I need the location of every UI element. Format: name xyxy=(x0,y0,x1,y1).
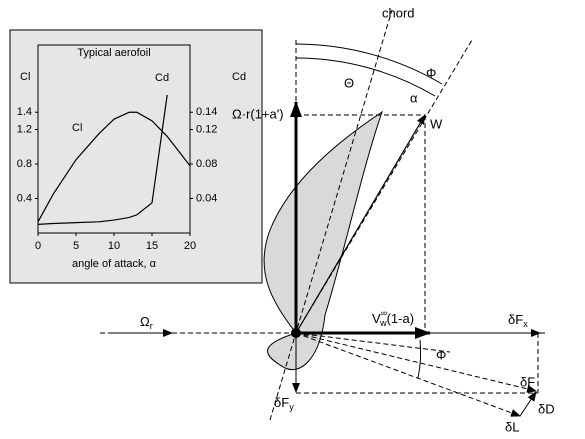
series-line xyxy=(37,94,168,225)
ref-line xyxy=(295,332,451,353)
phi-label: Φ xyxy=(426,65,436,80)
y-axis-label: Cl xyxy=(20,71,30,83)
y-tick-label: 0.8 xyxy=(17,158,32,170)
x-tick-label: 15 xyxy=(146,240,158,252)
y2-tick-label: 0.12 xyxy=(196,123,217,135)
y2-axis-label: Cd xyxy=(232,71,246,83)
y-tick-label: 1.2 xyxy=(17,123,32,135)
fx-label: δFx xyxy=(508,312,528,329)
f-arrow xyxy=(295,332,537,393)
arc-phi xyxy=(295,57,436,97)
cl-label: Cl xyxy=(72,122,82,134)
chord-line xyxy=(269,9,393,421)
x-tick-label: 10 xyxy=(108,240,120,252)
axial-label: V∞ w(1-a) xyxy=(372,308,414,328)
chart-title: Typical aerofoil xyxy=(77,47,150,59)
theta-label: Θ xyxy=(344,75,354,90)
l-label: δL xyxy=(505,419,519,434)
chord-label: chord xyxy=(382,5,415,20)
y2-tick-label: 0.04 xyxy=(196,192,217,204)
arc-phi-bottom xyxy=(417,339,422,379)
plot-frame xyxy=(37,44,191,234)
w-arrow xyxy=(295,114,426,334)
fy-label: δFy xyxy=(274,395,294,412)
series-line xyxy=(37,111,191,223)
phi-bottom-label: Φ xyxy=(436,347,446,362)
arc-theta xyxy=(295,43,443,85)
d-label: δD xyxy=(538,401,555,416)
y2-tick-label: 0.14 xyxy=(196,106,217,118)
tangential-label: Ω·r(1+a') xyxy=(232,106,284,121)
d-arrow xyxy=(519,391,537,417)
alpha-label: α xyxy=(410,90,418,105)
y2-tick-label: 0.08 xyxy=(196,158,217,170)
hub xyxy=(291,328,301,338)
f-label: δF xyxy=(520,374,535,389)
x-tick-label: 20 xyxy=(184,240,196,252)
omega-r-label: Ωr xyxy=(140,314,153,331)
y-tick-label: 0.4 xyxy=(17,192,32,204)
x-tick-label: 5 xyxy=(73,240,79,252)
w-label: W xyxy=(430,116,443,131)
l-arrow xyxy=(295,332,521,417)
y-tick-label: 1.4 xyxy=(17,106,32,118)
x-tick-label: 0 xyxy=(35,240,41,252)
x-axis-label: angle of attack, α xyxy=(72,258,157,270)
cd-label: Cd xyxy=(155,72,169,84)
